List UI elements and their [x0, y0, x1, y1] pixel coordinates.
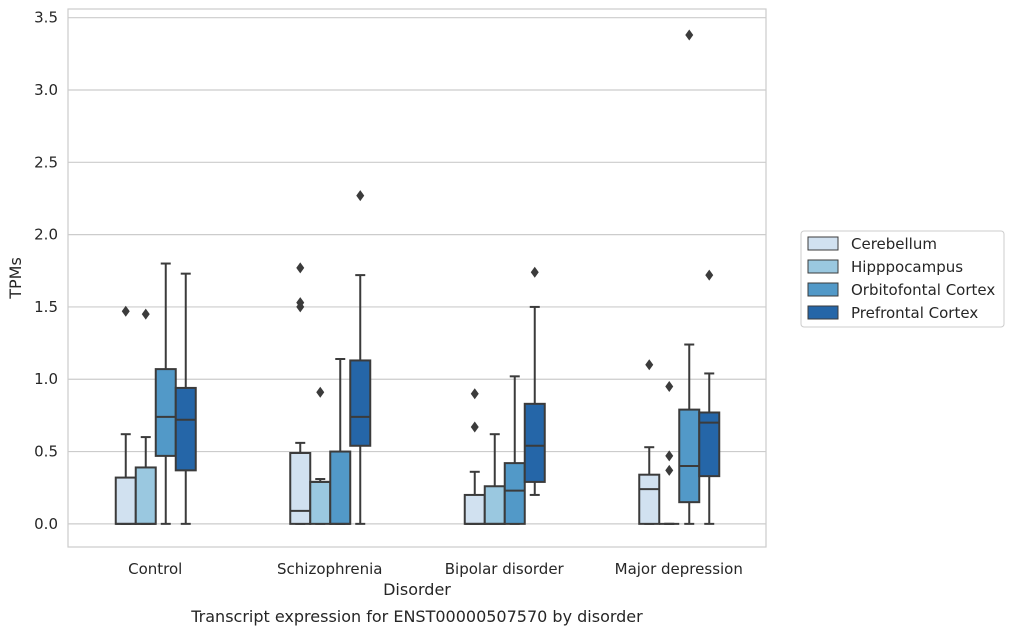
outlier-point — [685, 29, 694, 41]
y-tick-label: 2.0 — [34, 226, 58, 244]
boxes — [114, 29, 721, 525]
y-tick-label: 1.5 — [34, 298, 58, 316]
outlier-point — [705, 269, 714, 281]
box-iqr — [134, 466, 157, 525]
box-iqr — [523, 402, 546, 483]
legend-label: Hipppocampus — [851, 258, 963, 276]
box-cerebellum — [289, 262, 312, 525]
outlier-point — [296, 297, 305, 309]
plot-area-frame — [67, 8, 767, 548]
outlier-point — [470, 388, 479, 400]
box-orbitofontal-cortex — [678, 29, 701, 525]
x-tick-labels: Control Schizophrenia Bipolar disorder Majo… — [128, 560, 743, 578]
x-tick-label: Control — [128, 560, 182, 578]
box-iqr — [638, 473, 661, 525]
y-tick-label: 1.0 — [34, 370, 58, 388]
box-orbitofontal-cortex — [329, 357, 352, 525]
y-tick-labels: 0.0 0.5 1.0 1.5 2.0 2.5 3.0 3.5 — [34, 9, 58, 533]
outlier-point — [316, 386, 325, 398]
x-tick-label: Schizophrenia — [277, 560, 382, 578]
box-cerebellum — [114, 305, 137, 525]
box-hipppocampus — [134, 308, 157, 525]
legend-swatch — [807, 259, 839, 274]
outlier-point — [296, 262, 305, 274]
box-prefrontal-cortex — [523, 266, 546, 496]
legend-swatch — [807, 282, 839, 297]
box-iqr — [289, 451, 312, 525]
x-tick-label: Major depression — [615, 560, 743, 578]
box-iqr — [174, 386, 197, 472]
y-tick-label: 3.0 — [34, 81, 58, 99]
outlier-point — [121, 305, 130, 317]
box-hipppocampus — [309, 386, 332, 525]
box-iqr — [309, 480, 332, 525]
box-hipppocampus — [659, 380, 680, 525]
outlier-point — [665, 464, 674, 476]
box-prefrontal-cortex — [698, 269, 721, 525]
outlier-point — [141, 308, 150, 320]
y-axis-label: TPMs — [6, 257, 25, 300]
box-iqr — [678, 408, 701, 504]
x-axis-label: Disorder — [383, 580, 451, 599]
box-iqr — [463, 493, 486, 525]
box-prefrontal-cortex — [174, 272, 197, 525]
box-prefrontal-cortex — [349, 190, 372, 525]
legend-label: Prefrontal Cortex — [851, 304, 978, 322]
y-tick-label: 0.0 — [34, 515, 58, 533]
x-tick-label: Bipolar disorder — [445, 560, 565, 578]
outlier-point — [665, 450, 674, 462]
legend: Cerebellum Hipppocampus Orbitofontal Corte… — [800, 230, 1005, 328]
figure-caption: Transcript expression for ENST0000050757… — [190, 607, 643, 626]
box-iqr — [483, 485, 506, 525]
y-tick-label: 0.5 — [34, 443, 58, 461]
legend-label: Cerebellum — [851, 235, 937, 253]
y-tick-label: 3.5 — [34, 9, 58, 27]
box-iqr — [503, 462, 526, 525]
box-hipppocampus — [483, 433, 506, 525]
box-cerebellum — [463, 388, 486, 525]
legend-swatch — [807, 305, 839, 320]
box-iqr — [154, 368, 177, 457]
outlier-point — [645, 359, 654, 371]
box-cerebellum — [638, 359, 661, 525]
legend-frame — [800, 230, 1005, 328]
box-orbitofontal-cortex — [503, 375, 526, 525]
legend-swatch — [807, 236, 839, 251]
outlier-point — [470, 421, 479, 433]
box-iqr — [698, 411, 721, 478]
legend-label: Orbitofontal Cortex — [851, 281, 995, 299]
box-iqr — [349, 359, 372, 447]
box-iqr — [114, 476, 137, 525]
y-tick-label: 2.5 — [34, 153, 58, 171]
outlier-point — [530, 266, 539, 278]
box-iqr — [329, 450, 352, 525]
outlier-point — [665, 380, 674, 392]
box-orbitofontal-cortex — [154, 262, 177, 525]
outlier-point — [356, 190, 365, 202]
